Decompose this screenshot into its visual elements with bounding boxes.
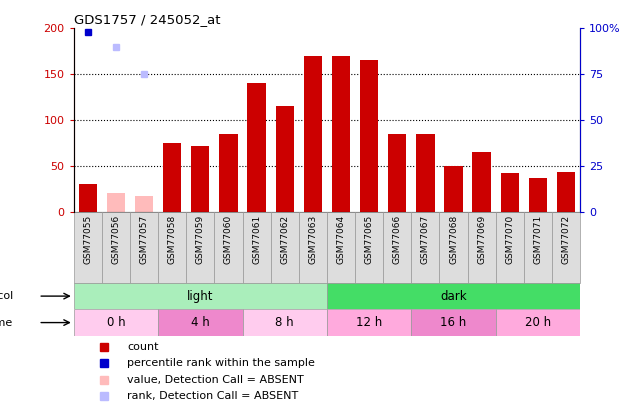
Bar <box>276 106 294 211</box>
Text: GSM77071: GSM77071 <box>533 215 542 264</box>
Text: 8 h: 8 h <box>276 316 294 329</box>
FancyBboxPatch shape <box>158 211 187 283</box>
Text: GSM77061: GSM77061 <box>252 215 261 264</box>
Bar <box>529 178 547 211</box>
FancyBboxPatch shape <box>242 211 271 283</box>
FancyBboxPatch shape <box>187 211 214 283</box>
Bar <box>472 152 491 211</box>
FancyBboxPatch shape <box>412 211 440 283</box>
Text: GSM77056: GSM77056 <box>112 215 121 264</box>
Bar <box>360 60 378 211</box>
FancyBboxPatch shape <box>552 211 580 283</box>
FancyBboxPatch shape <box>327 211 355 283</box>
FancyBboxPatch shape <box>74 309 158 336</box>
Text: GSM77062: GSM77062 <box>280 215 289 264</box>
FancyBboxPatch shape <box>214 211 242 283</box>
Text: GSM77070: GSM77070 <box>505 215 514 264</box>
Text: time: time <box>0 318 13 328</box>
Text: GSM77067: GSM77067 <box>421 215 430 264</box>
Text: GSM77060: GSM77060 <box>224 215 233 264</box>
FancyBboxPatch shape <box>102 211 130 283</box>
Text: GSM77068: GSM77068 <box>449 215 458 264</box>
Text: rank, Detection Call = ABSENT: rank, Detection Call = ABSENT <box>127 391 298 401</box>
Text: GSM77064: GSM77064 <box>337 215 345 264</box>
Bar <box>304 56 322 211</box>
Bar <box>247 83 266 211</box>
Text: GSM77057: GSM77057 <box>140 215 149 264</box>
FancyBboxPatch shape <box>440 211 467 283</box>
Text: GSM77063: GSM77063 <box>308 215 317 264</box>
FancyBboxPatch shape <box>467 211 495 283</box>
FancyBboxPatch shape <box>327 283 580 309</box>
FancyBboxPatch shape <box>327 309 412 336</box>
Text: GSM77065: GSM77065 <box>365 215 374 264</box>
Text: GSM77055: GSM77055 <box>83 215 92 264</box>
Text: GSM77069: GSM77069 <box>477 215 486 264</box>
Text: value, Detection Call = ABSENT: value, Detection Call = ABSENT <box>127 375 304 385</box>
FancyBboxPatch shape <box>158 309 242 336</box>
Text: GSM77058: GSM77058 <box>168 215 177 264</box>
FancyBboxPatch shape <box>524 211 552 283</box>
FancyBboxPatch shape <box>412 309 495 336</box>
FancyBboxPatch shape <box>74 283 327 309</box>
Bar <box>501 173 519 211</box>
Bar <box>444 166 463 211</box>
Text: GSM77066: GSM77066 <box>393 215 402 264</box>
Text: 20 h: 20 h <box>525 316 551 329</box>
Bar <box>557 172 575 211</box>
FancyBboxPatch shape <box>130 211 158 283</box>
Bar <box>163 143 181 211</box>
Text: 16 h: 16 h <box>440 316 467 329</box>
FancyBboxPatch shape <box>271 211 299 283</box>
Text: 4 h: 4 h <box>191 316 210 329</box>
FancyBboxPatch shape <box>495 211 524 283</box>
FancyBboxPatch shape <box>383 211 412 283</box>
FancyBboxPatch shape <box>74 211 102 283</box>
Bar <box>191 146 210 211</box>
Text: GSM77059: GSM77059 <box>196 215 205 264</box>
FancyBboxPatch shape <box>495 309 580 336</box>
Bar <box>416 134 435 211</box>
FancyBboxPatch shape <box>355 211 383 283</box>
Text: light: light <box>187 290 213 303</box>
Bar <box>135 196 153 211</box>
Text: GSM77072: GSM77072 <box>562 215 570 264</box>
Text: percentile rank within the sample: percentile rank within the sample <box>127 358 315 368</box>
Text: GDS1757 / 245052_at: GDS1757 / 245052_at <box>74 13 221 26</box>
FancyBboxPatch shape <box>299 211 327 283</box>
Text: protocol: protocol <box>0 291 13 301</box>
Text: 0 h: 0 h <box>106 316 125 329</box>
Bar <box>79 184 97 211</box>
Bar <box>332 56 350 211</box>
FancyBboxPatch shape <box>242 309 327 336</box>
Text: dark: dark <box>440 290 467 303</box>
Text: 12 h: 12 h <box>356 316 382 329</box>
Bar <box>219 134 238 211</box>
Bar <box>388 134 406 211</box>
Bar <box>107 193 125 211</box>
Text: count: count <box>127 342 158 352</box>
